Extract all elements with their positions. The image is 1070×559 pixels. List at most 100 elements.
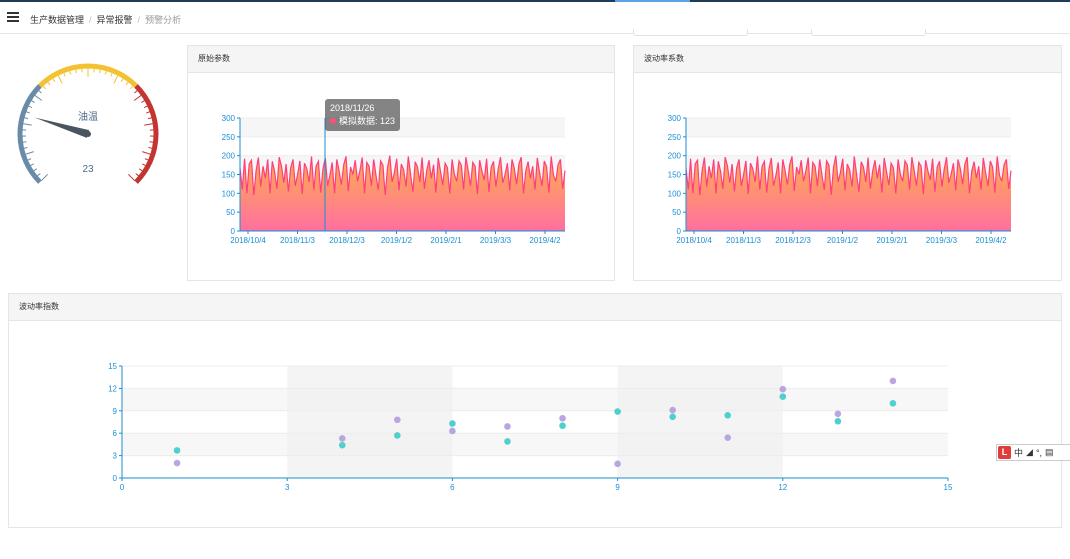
- gauge-tick: [146, 112, 150, 113]
- x-tick-label: 12: [778, 483, 787, 492]
- tooltip-value: 123: [380, 116, 395, 126]
- gauge-tick: [23, 124, 32, 125]
- gauge-tick: [130, 86, 133, 89]
- gauge-tick: [28, 106, 32, 108]
- gauge-tick: [25, 152, 34, 155]
- gauge-tick: [139, 169, 142, 171]
- breadcrumb-item-alarm[interactable]: 异常报警: [97, 15, 133, 25]
- y-tick-label: 0: [231, 227, 236, 236]
- y-tick-label: 150: [668, 171, 682, 180]
- y-tick-label: 6: [113, 429, 118, 438]
- y-tick-label: 250: [668, 133, 682, 142]
- scatter-point: [890, 378, 897, 385]
- y-tick-label: 250: [222, 133, 236, 142]
- panel-title: 波动率指数: [9, 294, 1061, 321]
- scatter-point: [724, 412, 731, 419]
- gauge-tick: [23, 142, 27, 143]
- scatter-point: [614, 408, 621, 415]
- gauge-tick: [134, 95, 141, 100]
- gauge-tick: [33, 169, 36, 171]
- x-tick-label: 2019/2/1: [430, 236, 462, 245]
- gauge-tick: [24, 118, 28, 119]
- x-tick-label: 2019/4/2: [975, 236, 1007, 245]
- y-tick-label: 50: [226, 208, 235, 217]
- scatter-point: [394, 416, 401, 423]
- gauge-tick: [26, 112, 30, 113]
- x-tick-label: 2019/2/1: [876, 236, 908, 245]
- scatter-point: [780, 393, 787, 400]
- scatter-point: [174, 460, 181, 467]
- gauge-tick: [27, 159, 31, 161]
- ime-lang[interactable]: 中: [1014, 446, 1023, 459]
- breadcrumb-item-current: 预警分析: [145, 15, 181, 25]
- gauge-tick: [135, 90, 138, 93]
- moon-icon[interactable]: ◢: [1026, 447, 1033, 458]
- gauge-label: 油温: [78, 110, 98, 123]
- gauge-tick: [128, 174, 134, 180]
- y-tick-label: 300: [668, 114, 682, 123]
- scatter-point: [614, 461, 621, 468]
- filter-select-1[interactable]: [633, 29, 748, 36]
- scatter-point: [339, 435, 346, 442]
- gauge-tick: [43, 86, 46, 89]
- x-tick-label: 15: [944, 483, 953, 492]
- gauge-tick: [53, 78, 55, 81]
- x-tick-label: 0: [120, 483, 125, 492]
- gauge-tick: [30, 164, 34, 166]
- gauge-tick: [144, 106, 148, 108]
- chart-grid-band: [122, 388, 948, 410]
- x-tick-label: 3: [285, 483, 290, 492]
- scatter-point: [835, 410, 842, 417]
- gauge-tick: [142, 152, 151, 155]
- y-tick-label: 3: [113, 452, 118, 461]
- ime-toolbar[interactable]: L 中 ◢ °, ▤: [996, 444, 1070, 461]
- scatter-point: [835, 418, 842, 425]
- x-tick-label: 2019/1/2: [827, 236, 859, 245]
- gauge-tick: [105, 71, 106, 75]
- breadcrumb-item-production[interactable]: 生产数据管理: [30, 15, 84, 25]
- gauge-tick: [35, 95, 42, 100]
- y-tick-label: 15: [108, 362, 117, 371]
- chart-grid-band: [240, 118, 565, 137]
- gauge-tick: [48, 82, 50, 85]
- x-tick-label: 2019/3/3: [480, 236, 512, 245]
- filter-select-2[interactable]: [811, 29, 926, 36]
- x-tick-label: 2018/10/4: [676, 236, 712, 245]
- menu-icon[interactable]: [7, 12, 19, 22]
- chart-grid-band: [287, 366, 452, 478]
- scatter-point: [504, 438, 511, 445]
- y-tick-label: 12: [108, 384, 117, 393]
- y-tick-label: 200: [668, 152, 682, 161]
- gauge-tick: [145, 159, 149, 161]
- scatter-point: [724, 434, 731, 441]
- gauge-tick: [126, 82, 128, 85]
- gauge-hub: [85, 131, 91, 137]
- y-tick-label: 50: [672, 208, 681, 217]
- punctuation-icon[interactable]: °,: [1036, 448, 1042, 458]
- x-tick-label: 2018/11/3: [280, 236, 316, 245]
- ime-logo-icon[interactable]: L: [998, 446, 1011, 459]
- x-tick-label: 2018/12/3: [775, 236, 811, 245]
- y-tick-label: 100: [668, 189, 682, 198]
- gauge-tick: [24, 148, 28, 149]
- chart-grid-band: [686, 118, 1011, 137]
- gauge-tick: [64, 73, 65, 77]
- gauge-arc-segment: [20, 86, 40, 182]
- gauge-tick: [144, 124, 153, 125]
- x-tick-label: 9: [615, 483, 620, 492]
- scatter-point: [780, 386, 787, 393]
- chart-grid-band: [122, 433, 948, 455]
- x-tick-label: 2019/1/2: [381, 236, 413, 245]
- y-tick-label: 100: [222, 189, 236, 198]
- x-tick-label: 2018/11/3: [726, 236, 762, 245]
- gauge-tick: [142, 164, 146, 166]
- gauge-tick: [100, 69, 101, 73]
- scatter-point: [449, 420, 456, 427]
- scatter-point: [559, 415, 566, 422]
- keyboard-icon[interactable]: ▤: [1045, 447, 1054, 458]
- y-tick-label: 300: [222, 114, 236, 123]
- y-tick-label: 150: [222, 171, 236, 180]
